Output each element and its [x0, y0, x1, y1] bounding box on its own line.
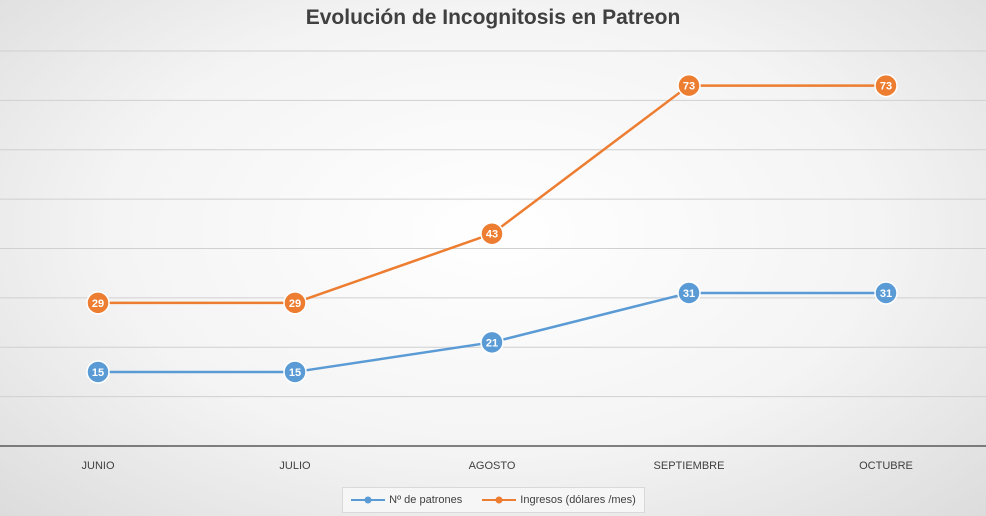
data-point — [677, 281, 701, 305]
legend-label: Nº de patrones — [389, 494, 463, 506]
data-point — [86, 360, 110, 384]
data-point — [677, 73, 701, 98]
legend-swatch-icon — [351, 496, 386, 504]
legend-label: Ingresos (dólares /mes) — [520, 494, 636, 506]
data-label: 29 — [289, 298, 301, 310]
data-label: 43 — [486, 229, 498, 241]
legend-item: Nº de patrones — [351, 494, 462, 506]
legend-swatch-icon — [482, 496, 517, 504]
x-tick-label: JULIO — [279, 460, 311, 472]
data-label: 21 — [486, 337, 498, 349]
data-label: 73 — [880, 81, 892, 93]
data-point — [480, 221, 504, 246]
legend: Nº de patrones Ingresos (dólares /mes) — [342, 487, 645, 513]
data-label: 31 — [880, 288, 892, 300]
x-tick-label: JUNIO — [81, 460, 115, 472]
legend-item: Ingresos (dólares /mes) — [482, 494, 636, 506]
data-point — [480, 330, 504, 355]
data-point — [874, 281, 898, 305]
x-tick-label: OCTUBRE — [859, 460, 913, 472]
data-point — [283, 360, 307, 384]
x-tick-label: AGOSTO — [468, 460, 516, 472]
data-point — [283, 291, 307, 315]
chart-title: Evolución de Incognitosis en Patreon — [305, 6, 681, 29]
data-label: 29 — [92, 298, 104, 310]
data-label: 31 — [683, 288, 695, 300]
x-tick-label: SEPTIEMBRE — [653, 460, 725, 472]
series-line — [98, 84, 886, 305]
data-point — [86, 291, 110, 315]
data-label: 15 — [92, 367, 104, 379]
data-label: 73 — [683, 81, 695, 93]
data-point — [874, 73, 898, 98]
data-label: 15 — [289, 367, 301, 379]
